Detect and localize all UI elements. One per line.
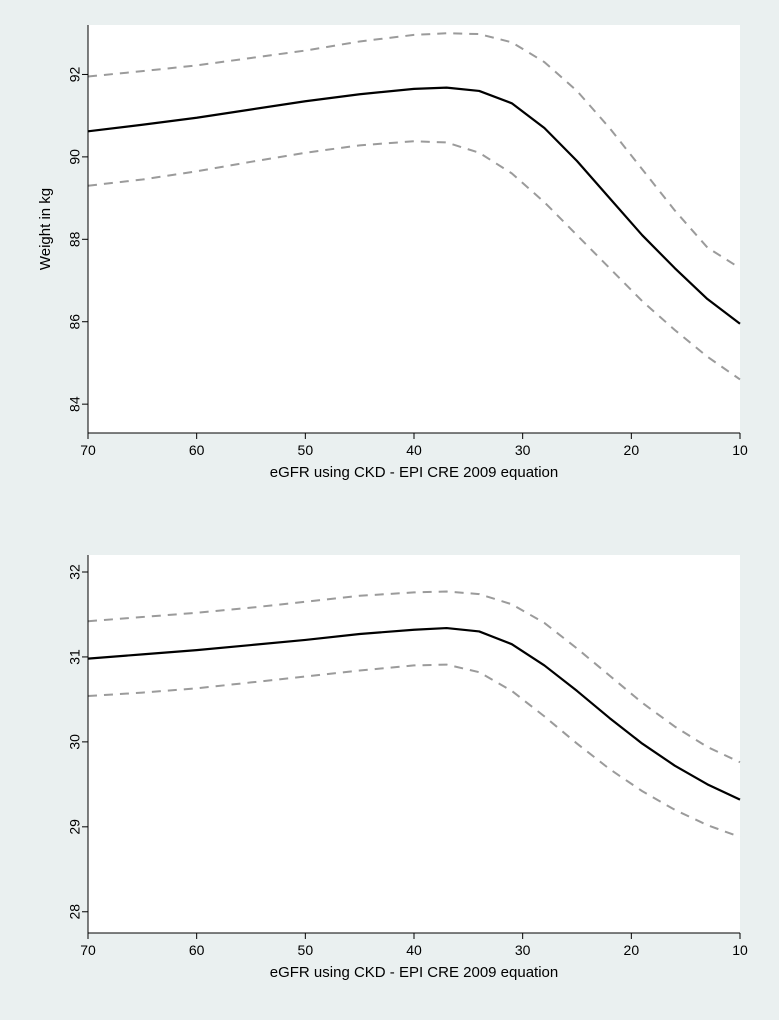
x-tick-label: 20 (624, 942, 640, 958)
y-tick-label: 88 (67, 231, 83, 247)
y-tick-label: 84 (67, 396, 83, 412)
y-tick-label: 29 (67, 819, 83, 835)
x-tick-label: 50 (298, 942, 314, 958)
y-tick-label: 92 (67, 66, 83, 82)
y-tick-label: 31 (67, 649, 83, 665)
x-axis-label: eGFR using CKD - EPI CRE 2009 equation (270, 964, 558, 981)
x-tick-label: 30 (515, 442, 531, 458)
x-tick-label: 10 (732, 942, 748, 958)
plot-area (88, 25, 740, 433)
chart-panel-top: 70 60 50 40 30 20 10 84 86 88 90 92 eGFR using CKD -… (30, 15, 750, 489)
y-tick-label: 90 (67, 149, 83, 165)
x-tick-label: 70 (80, 942, 96, 958)
x-tick-label: 30 (515, 942, 531, 958)
x-tick-label: 60 (189, 942, 205, 958)
x-tick-label: 60 (189, 442, 205, 458)
chart-panel-bottom: 70 60 50 40 30 20 10 28 29 30 31 32 eGFR using CKD -… (30, 545, 750, 989)
chart-svg: 70 60 50 40 30 20 10 28 29 30 31 32 eGFR using CKD -… (30, 545, 750, 989)
page: 70 60 50 40 30 20 10 84 86 88 90 92 eGFR using CKD -… (0, 0, 779, 1020)
y-tick-label: 28 (67, 904, 83, 920)
x-tick-label: 40 (406, 942, 422, 958)
y-tick-label: 30 (67, 734, 83, 750)
chart-svg: 70 60 50 40 30 20 10 84 86 88 90 92 eGFR using CKD -… (30, 15, 750, 489)
y-tick-label: 32 (67, 564, 83, 580)
x-axis-label: eGFR using CKD - EPI CRE 2009 equation (270, 464, 558, 481)
y-tick-label: 86 (67, 314, 83, 330)
x-tick-label: 10 (732, 442, 748, 458)
y-axis-label: Weight in kg (37, 188, 54, 270)
x-tick-label: 20 (624, 442, 640, 458)
x-tick-label: 40 (406, 442, 422, 458)
x-tick-label: 70 (80, 442, 96, 458)
x-tick-label: 50 (298, 442, 314, 458)
